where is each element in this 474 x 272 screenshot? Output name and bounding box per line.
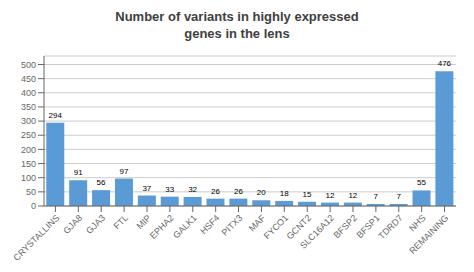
svg-text:GJA8: GJA8 xyxy=(61,213,84,236)
svg-text:56: 56 xyxy=(97,178,106,187)
svg-text:97: 97 xyxy=(120,167,129,176)
svg-text:FTL: FTL xyxy=(112,213,130,231)
svg-text:GJA3: GJA3 xyxy=(84,213,107,236)
svg-text:12: 12 xyxy=(326,191,335,200)
svg-text:REMAINING: REMAINING xyxy=(407,213,450,256)
svg-text:250: 250 xyxy=(21,130,36,140)
svg-text:500: 500 xyxy=(21,60,36,70)
svg-text:26: 26 xyxy=(234,187,243,196)
svg-text:100: 100 xyxy=(21,173,36,183)
svg-text:400: 400 xyxy=(21,88,36,98)
svg-text:55: 55 xyxy=(417,178,426,187)
html-text:Number of variants in highly e: Number of variants in highly expressed xyxy=(115,9,359,24)
svg-text:GALK1: GALK1 xyxy=(171,213,199,241)
svg-text:GCNT2: GCNT2 xyxy=(284,212,314,242)
svg-text:TDRD7: TDRD7 xyxy=(376,213,404,241)
svg-text:150: 150 xyxy=(21,159,36,169)
svg-text:MAF: MAF xyxy=(246,212,268,234)
svg-text:294: 294 xyxy=(49,111,63,120)
svg-text:20: 20 xyxy=(257,188,266,197)
svg-text:MIP: MIP xyxy=(135,213,153,231)
svg-text:200: 200 xyxy=(21,145,36,155)
svg-text:300: 300 xyxy=(21,116,36,126)
svg-text:BFSP2: BFSP2 xyxy=(332,213,359,240)
svg-text:33: 33 xyxy=(165,185,174,194)
svg-text:SLC16A12: SLC16A12 xyxy=(298,213,336,251)
svg-text:32: 32 xyxy=(188,185,197,194)
svg-text:12: 12 xyxy=(348,191,357,200)
svg-text:26: 26 xyxy=(211,187,220,196)
svg-text:350: 350 xyxy=(21,102,36,112)
svg-text:BFSP1: BFSP1 xyxy=(354,212,382,241)
svg-text:37: 37 xyxy=(142,184,151,193)
svg-text:7: 7 xyxy=(396,192,401,201)
svg-text:HSF4: HSF4 xyxy=(198,213,221,236)
svg-text:7: 7 xyxy=(374,192,379,201)
svg-text:476: 476 xyxy=(438,59,452,68)
svg-text:50: 50 xyxy=(26,187,36,197)
svg-text:FYCO1: FYCO1 xyxy=(262,212,291,242)
svg-text:PITX3: PITX3 xyxy=(220,213,245,238)
svg-text:CRYSTALLINS: CRYSTALLINS xyxy=(11,213,61,263)
svg-text:NHS: NHS xyxy=(407,213,428,234)
svg-text:EPHA2: EPHA2 xyxy=(148,213,176,241)
svg-text:0: 0 xyxy=(31,201,36,211)
svg-text:15: 15 xyxy=(303,190,312,199)
svg-text:91: 91 xyxy=(74,168,83,177)
html-text:genes in the lens: genes in the lens xyxy=(184,26,290,41)
svg-text:450: 450 xyxy=(21,74,36,84)
svg-text:18: 18 xyxy=(280,189,289,198)
